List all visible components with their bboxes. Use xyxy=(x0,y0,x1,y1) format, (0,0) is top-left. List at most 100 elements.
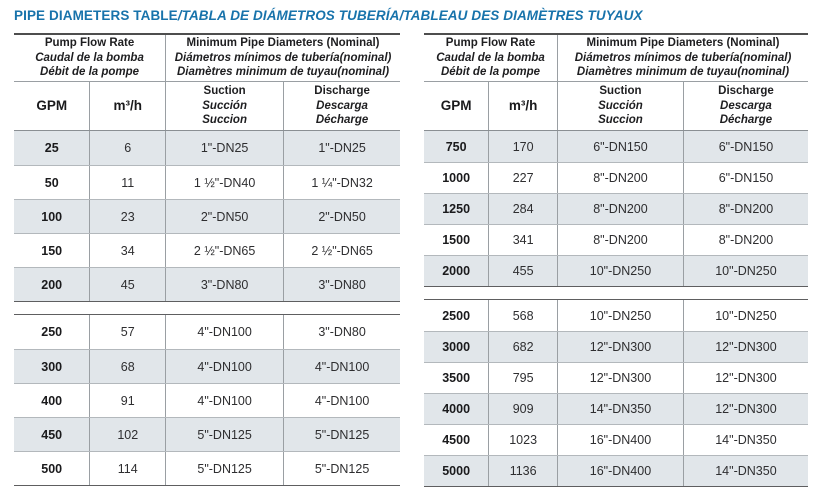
min-diameters-header-fr: Diamètres minimum de tuyau(nominal) xyxy=(576,66,790,79)
table-row: 2500 568 10"-DN250 10"-DN250 xyxy=(424,300,808,331)
suction-cell: 6"-DN150 xyxy=(558,131,684,162)
discharge-cell: 3"-DN80 xyxy=(318,325,366,339)
table-row: 400 91 4"-DN100 4"-DN100 xyxy=(14,383,400,417)
gpm-cell: 200 xyxy=(14,268,91,301)
m3h-cell: 284 xyxy=(489,194,558,224)
m3h-cell: 455 xyxy=(489,256,558,286)
suction-cell: 12"-DN300 xyxy=(558,363,684,393)
suction-column-header: Suction Succión Succion xyxy=(166,82,285,130)
m3h-cell: 909 xyxy=(489,394,558,424)
suction-cell: 2"-DN50 xyxy=(166,200,285,233)
discharge-cell: 2 ½"-DN65 xyxy=(311,243,373,258)
gpm-cell: 3000 xyxy=(424,332,490,362)
min-diameters-header-en: Minimum Pipe Diameters (Nominal) xyxy=(586,36,780,49)
flow-rate-header-es: Caudal de la bomba xyxy=(436,51,545,64)
m3h-cell: 6 xyxy=(90,131,167,165)
suction-cell: 10"-DN250 xyxy=(558,256,684,286)
m3h-cell: 91 xyxy=(90,384,167,417)
suction-cell: 10"-DN250 xyxy=(558,300,684,331)
gpm-cell: 2000 xyxy=(424,256,490,286)
discharge-cell: 12"-DN300 xyxy=(715,371,777,385)
header-row-columns: GPM m³/h Suction Succión Succion Dischar… xyxy=(14,82,400,130)
discharge-cell: 12"-DN300 xyxy=(715,340,777,354)
table-group-1: 750 170 6"-DN150 6"-DN150 1000 227 8"-DN200 6"-… xyxy=(424,131,808,287)
suction-cell: 2 ½"-DN65 xyxy=(166,234,285,267)
flow-rate-header-en: Pump Flow Rate xyxy=(44,36,135,49)
table-row: 50 11 1 ½"-DN40 1 ¼"-DN32 xyxy=(14,165,400,199)
discharge-cell: 6"-DN150 xyxy=(718,171,774,185)
discharge-cell: 14"-DN350 xyxy=(715,433,777,447)
suction-cell: 3"-DN80 xyxy=(166,268,285,301)
suction-cell: 4"-DN100 xyxy=(166,315,285,349)
tables-container: Pump Flow Rate Caudal de la bomba Débit … xyxy=(14,33,817,487)
min-diameters-header: Minimum Pipe Diameters (Nominal) Diámetr… xyxy=(558,35,808,81)
discharge-cell: 3"-DN80 xyxy=(318,277,366,292)
min-diameters-header: Minimum Pipe Diameters (Nominal) Diámetr… xyxy=(166,35,400,81)
m3h-cell: 45 xyxy=(90,268,167,301)
suction-cell: 8"-DN200 xyxy=(558,163,684,193)
header-row-columns: GPM m³/h Suction Succión Succion Dischar… xyxy=(424,82,808,130)
discharge-cell: 6"-DN150 xyxy=(718,139,774,154)
m3h-cell: 68 xyxy=(90,350,167,383)
suction-column-header: Suction Succión Succion xyxy=(558,82,684,130)
table-row: 750 170 6"-DN150 6"-DN150 xyxy=(424,131,808,162)
discharge-cell: 14"-DN350 xyxy=(715,464,777,478)
min-diameters-header-fr: Diamètres minimum de tuyau(nominal) xyxy=(176,66,390,79)
flow-rate-header-en: Pump Flow Rate xyxy=(445,36,536,49)
discharge-cell: 1 ¼"-DN32 xyxy=(311,175,373,190)
m3h-cell: 1023 xyxy=(489,425,558,455)
suction-cell: 16"-DN400 xyxy=(558,456,684,486)
flow-rate-header-fr: Débit de la pompe xyxy=(40,66,140,79)
m3h-cell: 795 xyxy=(489,363,558,393)
m3h-cell: 170 xyxy=(489,131,558,162)
pipe-table-high-flow: Pump Flow Rate Caudal de la bomba Débit … xyxy=(424,33,808,487)
gpm-cell: 4500 xyxy=(424,425,490,455)
suction-cell: 1 ½"-DN40 xyxy=(166,166,285,199)
m3h-cell: 11 xyxy=(90,166,167,199)
page-title-translations: /TABLA DE DIÁMETROS TUBERÍA/TABLEAU DES … xyxy=(177,8,643,23)
gpm-cell: 500 xyxy=(14,452,91,485)
table-group-1: 25 6 1"-DN25 1"-DN25 50 11 1 ½"-DN40 1 ¼"-DN32 1… xyxy=(14,131,400,302)
gpm-column-header: GPM xyxy=(14,82,91,130)
discharge-cell: 5"-DN125 xyxy=(314,427,370,442)
suction-cell: 8"-DN200 xyxy=(558,194,684,224)
discharge-cell: 8"-DN200 xyxy=(718,202,774,216)
suction-cell: 5"-DN125 xyxy=(166,452,285,485)
page-title: PIPE DIAMETERS TABLE/TABLA DE DIÁMETROS … xyxy=(14,8,817,23)
table-group-2: 2500 568 10"-DN250 10"-DN250 3000 682 12"-DN30… xyxy=(424,299,808,487)
discharge-cell: 4"-DN100 xyxy=(314,359,370,374)
gpm-cell: 1250 xyxy=(424,194,490,224)
gpm-cell: 250 xyxy=(14,315,91,349)
table-row: 25 6 1"-DN25 1"-DN25 xyxy=(14,131,400,165)
discharge-column-header: Discharge Descarga Décharge xyxy=(314,84,370,127)
m3h-cell: 1136 xyxy=(489,456,558,486)
table-row: 3000 682 12"-DN300 12"-DN300 xyxy=(424,331,808,362)
suction-cell: 14"-DN350 xyxy=(558,394,684,424)
gpm-cell: 3500 xyxy=(424,363,490,393)
m3h-column-header: m³/h xyxy=(90,82,167,130)
gpm-cell: 150 xyxy=(14,234,91,267)
m3h-cell: 227 xyxy=(489,163,558,193)
m3h-cell: 341 xyxy=(489,225,558,255)
table-group-2: 250 57 4"-DN100 3"-DN80 300 68 4"-DN100 4"-DN10… xyxy=(14,314,400,486)
gpm-column-header: GPM xyxy=(424,82,490,130)
gpm-cell: 400 xyxy=(14,384,91,417)
gpm-cell: 750 xyxy=(424,131,490,162)
discharge-cell: 2"-DN50 xyxy=(318,209,366,224)
gpm-cell: 1500 xyxy=(424,225,490,255)
m3h-cell: 682 xyxy=(489,332,558,362)
gpm-cell: 5000 xyxy=(424,456,490,486)
gpm-cell: 300 xyxy=(14,350,91,383)
m3h-cell: 568 xyxy=(489,300,558,331)
gpm-cell: 50 xyxy=(14,166,91,199)
suction-cell: 12"-DN300 xyxy=(558,332,684,362)
discharge-column-header: Discharge Descarga Décharge xyxy=(718,84,774,127)
min-diameters-header-es: Diámetros mínimos de tubería(nominal) xyxy=(174,51,392,64)
discharge-cell: 1"-DN25 xyxy=(318,141,366,155)
m3h-cell: 23 xyxy=(90,200,167,233)
table-row: 4000 909 14"-DN350 12"-DN300 xyxy=(424,393,808,424)
group-separator xyxy=(14,302,400,314)
page-title-main: PIPE DIAMETERS TABLE xyxy=(14,8,178,23)
group-separator xyxy=(424,287,808,299)
discharge-cell: 10"-DN250 xyxy=(715,264,777,278)
